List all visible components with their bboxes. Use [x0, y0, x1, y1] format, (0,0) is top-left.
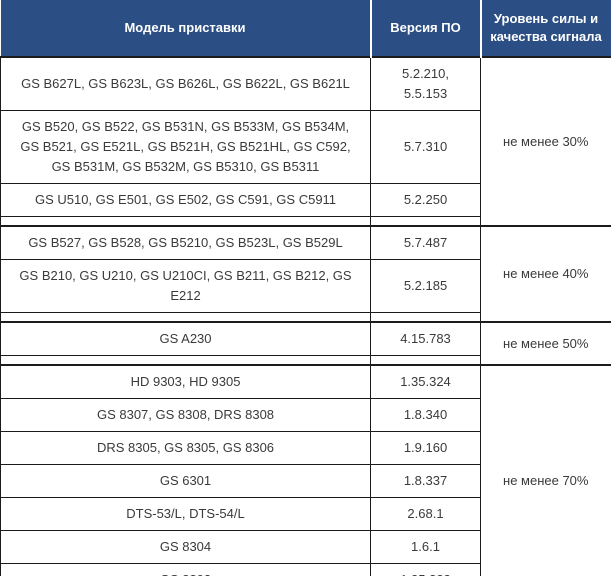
version-cell: 1.35.324	[370, 364, 481, 399]
models-cell: GS 6301	[0, 464, 371, 498]
models-cell: GS B520, GS B522, GS B531N, GS B533M, GS…	[0, 110, 371, 184]
table-row: GS B520, GS B522, GS B531N, GS B533M, GS…	[0, 110, 611, 184]
version-cell: 5.2.185	[370, 259, 481, 313]
version-cell: 1.6.1	[370, 530, 481, 564]
version-cell: 1.9.160	[370, 431, 481, 465]
spacer-cell	[0, 216, 371, 227]
signal-level-cell: не менее 50%	[480, 321, 611, 366]
version-cell: 1.25.322	[370, 563, 481, 576]
signal-level-cell: не менее 30%	[480, 56, 611, 227]
models-cell: GS U510, GS E501, GS E502, GS C591, GS C…	[0, 183, 371, 217]
models-cell: GS 8304	[0, 530, 371, 564]
table-row: GS B627L, GS B623L, GS B626L, GS B622L, …	[0, 56, 611, 227]
spacer-cell	[0, 355, 371, 366]
version-cell: 2.68.1	[370, 497, 481, 531]
spacer-cell	[370, 216, 481, 227]
version-cell: 1.8.337	[370, 464, 481, 498]
table-row: GS U510, GS E501, GS E502, GS C591, GS C…	[0, 183, 611, 217]
models-cell: GS 8302	[0, 563, 371, 576]
models-cell: GS B527, GS B528, GS B5210, GS B523L, GS…	[0, 225, 371, 260]
models-cell: HD 9303, HD 9305	[0, 364, 371, 399]
table-header: Модель приставки Версия ПО Уровень силы …	[0, 0, 611, 57]
models-cell: GS A230	[0, 321, 371, 356]
table-row: GS 8304 1.6.1	[0, 530, 611, 564]
models-cell: GS B627L, GS B623L, GS B626L, GS B622L, …	[0, 56, 371, 111]
models-cell: GS B210, GS U210, GS U210CI, GS B211, GS…	[0, 259, 371, 313]
column-header-model: Модель приставки	[0, 0, 371, 57]
column-header-signal-level: Уровень силы и качества сигнала	[479, 0, 611, 57]
version-cell: 5.7.310	[370, 110, 481, 184]
spacer-cell	[370, 312, 481, 323]
table-row: GS B527, GS B528, GS B5210, GS B523L, GS…	[0, 225, 611, 323]
signal-level-cell: не менее 70%	[480, 364, 611, 576]
version-cell: 5.7.487	[370, 225, 481, 260]
version-cell: 5.2.210, 5.5.153	[370, 56, 481, 111]
header-row: Модель приставки Версия ПО Уровень силы …	[0, 0, 611, 57]
models-cell: GS 8307, GS 8308, DRS 8308	[0, 398, 371, 432]
models-cell: DTS-53/L, DTS-54/L	[0, 497, 371, 531]
models-cell: DRS 8305, GS 8305, GS 8306	[0, 431, 371, 465]
signal-level-cell: не менее 40%	[480, 225, 611, 323]
column-header-firmware-version: Версия ПО	[369, 0, 481, 57]
version-cell: 1.8.340	[370, 398, 481, 432]
spacer-cell	[370, 355, 481, 366]
table-row: HD 9303, HD 9305 1.35.324 не менее 70%	[0, 364, 611, 576]
version-cell: 5.2.250	[370, 183, 481, 217]
table-row: GS 83021.25.322	[0, 563, 611, 576]
table-row: GS 8307, GS 8308, DRS 8308 1.8.340	[0, 398, 611, 432]
spacer-cell	[0, 312, 371, 323]
table-row: GS B210, GS U210, GS U210CI, GS B211, GS…	[0, 259, 611, 313]
version-cell: 4.15.783	[370, 321, 481, 356]
table-row: GS A230 4.15.783 не менее 50%	[0, 321, 611, 366]
table-row: GS 6301 1.8.337	[0, 464, 611, 498]
table-row: DRS 8305, GS 8305, GS 8306 1.9.160	[0, 431, 611, 465]
table-body: GS B627L, GS B623L, GS B626L, GS B622L, …	[0, 56, 611, 576]
